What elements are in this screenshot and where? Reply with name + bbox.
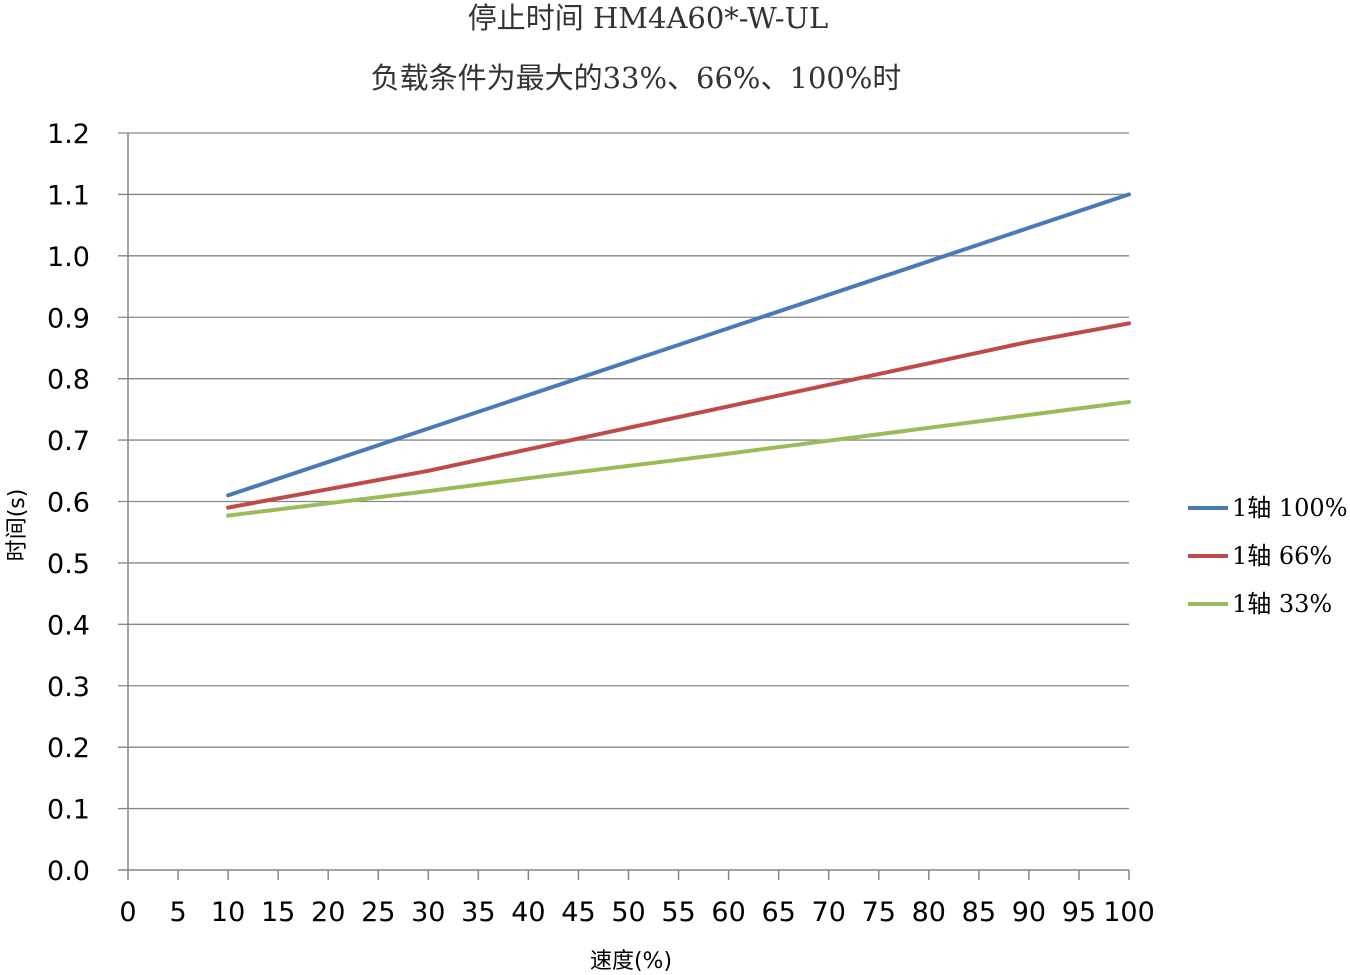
x-tick-label: 90: [1012, 897, 1046, 928]
x-tick-label: 5: [169, 897, 186, 928]
series-line-2: [226, 321, 1131, 510]
x-tick-label: 45: [561, 897, 595, 928]
x-tick-label: 60: [711, 897, 745, 928]
x-tick-label: 15: [261, 897, 295, 928]
legend-label-1: 1轴 100%: [1232, 494, 1348, 522]
grid: [118, 132, 1129, 810]
y-tick-label: 1.1: [47, 180, 90, 211]
x-tick-label: 55: [661, 897, 695, 928]
x-tick-label: 25: [361, 897, 395, 928]
x-tick-label: 30: [411, 897, 445, 928]
chart-title: 停止时间 HM4A60*-W-UL: [468, 1, 828, 35]
y-tick-label: 0.2: [47, 733, 90, 764]
x-tick-label: 80: [912, 897, 946, 928]
legend: 1轴 100% 1轴 66% 1轴 33%: [1188, 494, 1348, 618]
y-tick-label: 0.8: [47, 365, 90, 396]
x-tick-label: 85: [962, 897, 996, 928]
x-tick-label: 50: [611, 897, 645, 928]
x-tick-labels: 0 5 10 15 20 25 30 35 40 45 50 55 60 65 70 75 80 85 90 95 10…: [119, 897, 1154, 928]
x-tick-label: 0: [119, 897, 136, 928]
x-tick-label: 95: [1062, 897, 1096, 928]
x-tick-label: 65: [761, 897, 795, 928]
x-axis-title: 速度(%): [590, 949, 672, 974]
x-tick-label: 100: [1103, 897, 1155, 928]
y-tick-label: 0.6: [47, 488, 90, 519]
legend-label-3: 1轴 33%: [1232, 590, 1332, 618]
x-tick-label: 40: [511, 897, 545, 928]
y-tick-labels: 0.0 0.1 0.2 0.3 0.4 0.5 0.6 0.7 0.8 0.9 1.0 1.1 1.2: [47, 119, 90, 887]
series: [226, 192, 1131, 518]
legend-label-2: 1轴 66%: [1232, 542, 1332, 570]
x-tick-label: 70: [812, 897, 846, 928]
y-tick-label: 0.5: [47, 549, 90, 580]
x-tick-label: 10: [211, 897, 245, 928]
x-tick-label: 20: [311, 897, 345, 928]
y-tick-label: 1.0: [47, 242, 90, 273]
axes: [118, 133, 1130, 880]
y-tick-label: 0.4: [47, 610, 90, 641]
y-tick-label: 1.2: [47, 119, 90, 150]
chart-subtitle: 负载条件为最大的33%、66%、100%时: [371, 61, 902, 95]
series-line-1: [226, 192, 1131, 498]
y-tick-label: 0.7: [47, 426, 90, 457]
y-tick-label: 0.9: [47, 303, 90, 334]
y-tick-label: 0.1: [47, 795, 90, 826]
y-axis-title: 时间(s): [5, 489, 30, 562]
y-tick-label: 0.3: [47, 672, 90, 703]
x-tick-label: 35: [461, 897, 495, 928]
y-tick-label: 0.0: [47, 856, 90, 887]
series-line-3: [226, 400, 1131, 518]
x-tick-label: 75: [862, 897, 896, 928]
